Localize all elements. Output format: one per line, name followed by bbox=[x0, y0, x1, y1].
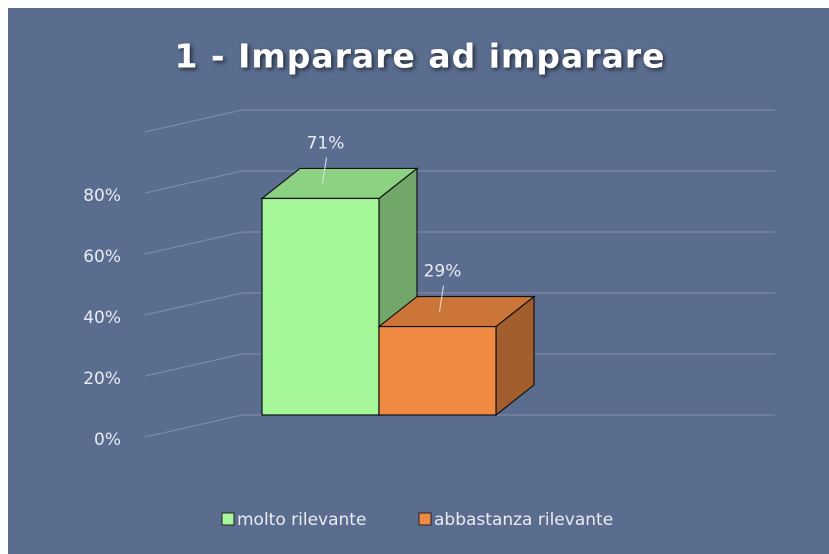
data-label: 29% bbox=[424, 262, 462, 282]
y-tick-label: 20% bbox=[83, 369, 121, 389]
wall-edge bbox=[144, 109, 775, 133]
grid-line bbox=[144, 170, 775, 194]
leader-line bbox=[439, 285, 444, 312]
data-label: 71% bbox=[307, 133, 345, 153]
y-tick-label: 80% bbox=[83, 186, 121, 206]
legend-label: molto rilevante bbox=[237, 510, 366, 530]
legend-label: abbastanza rilevante bbox=[434, 510, 613, 530]
y-tick-label: 60% bbox=[83, 247, 121, 267]
legend-swatch bbox=[418, 512, 432, 526]
chart-title: 1 - Imparare ad imparare bbox=[174, 37, 665, 76]
grid-line bbox=[144, 231, 775, 255]
grid-line bbox=[144, 292, 775, 316]
y-tick-label: 40% bbox=[83, 308, 121, 328]
y-tick-label: 0% bbox=[94, 430, 121, 450]
background bbox=[8, 8, 829, 554]
grid-line bbox=[144, 353, 775, 377]
bar bbox=[378, 325, 497, 416]
grid-line bbox=[144, 414, 775, 438]
legend-swatch bbox=[221, 512, 235, 526]
leader-line bbox=[322, 157, 327, 184]
bar bbox=[261, 197, 380, 416]
